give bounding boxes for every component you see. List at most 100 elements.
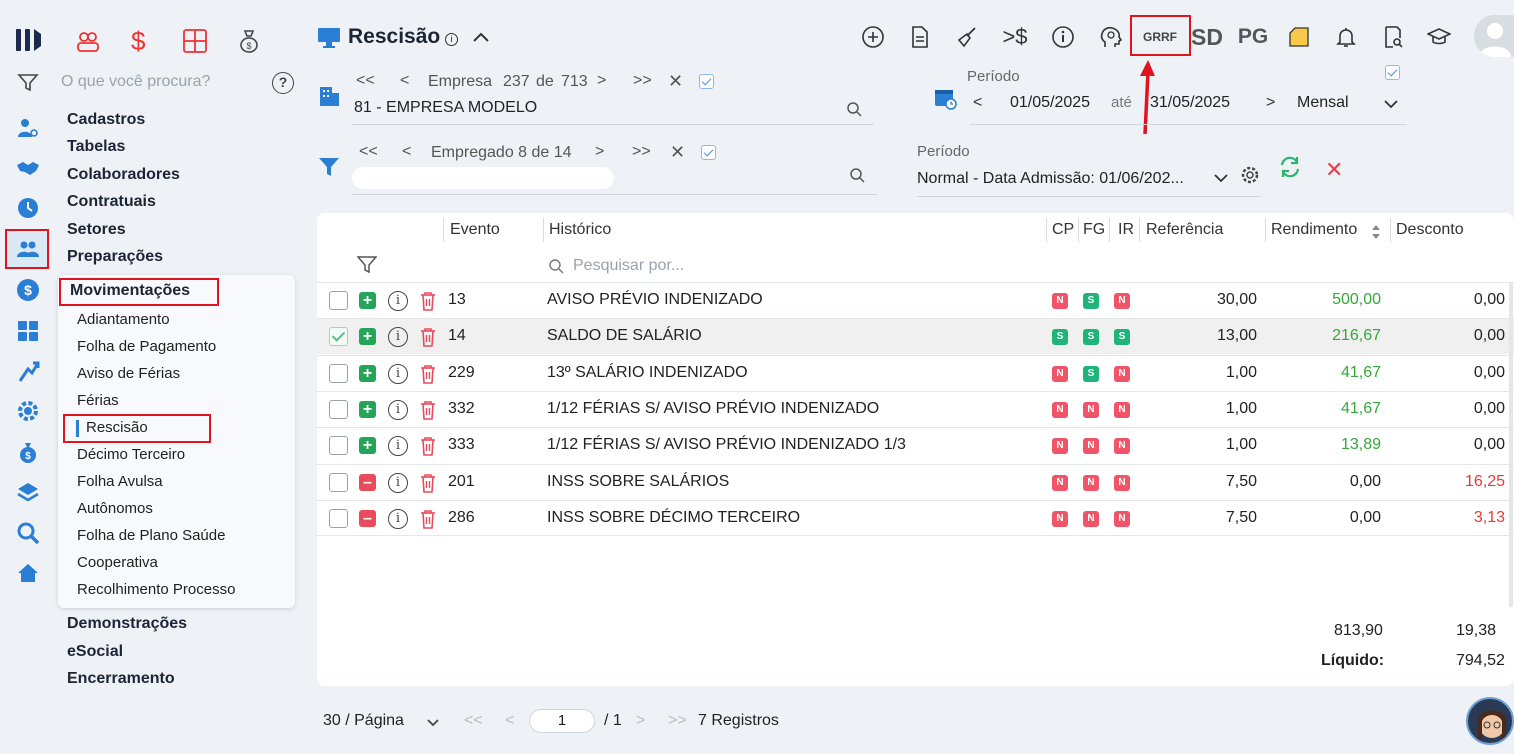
filter-icon[interactable] bbox=[17, 73, 39, 98]
trash-icon[interactable] bbox=[419, 364, 437, 384]
table-row[interactable]: – i 201 INSS SOBRE SALÁRIOS N N N 7,50 0,00 16,25 bbox=[317, 463, 1514, 500]
company-clear-button[interactable]: ✕ bbox=[668, 71, 684, 91]
home-icon[interactable] bbox=[14, 559, 42, 587]
rail-employees-active[interactable] bbox=[6, 230, 48, 268]
row-checkbox[interactable] bbox=[329, 508, 348, 528]
row-checkbox[interactable] bbox=[329, 327, 348, 347]
employee-filter-icon[interactable] bbox=[318, 157, 340, 182]
menu-movimentacoes[interactable]: Movimentações bbox=[70, 282, 191, 299]
menu-setores[interactable]: Setores bbox=[67, 221, 126, 238]
period-start[interactable]: 01/05/2025 bbox=[1010, 94, 1091, 111]
page-next-button[interactable]: > bbox=[636, 712, 646, 729]
company-first-button[interactable]: << bbox=[356, 72, 375, 89]
row-info-icon[interactable]: i bbox=[388, 291, 408, 311]
handshake-icon[interactable] bbox=[14, 154, 42, 182]
row-checkbox[interactable] bbox=[329, 472, 348, 492]
row-info-icon[interactable]: i bbox=[388, 327, 408, 348]
table-row[interactable]: + i 13 AVISO PRÉVIO INDENIZADO N S N 30,00 500,0… bbox=[317, 282, 1514, 318]
graduation-cap-icon[interactable] bbox=[1424, 22, 1454, 52]
menu-tabelas[interactable]: Tabelas bbox=[67, 138, 126, 155]
money-bag-outline-icon[interactable]: $ bbox=[237, 28, 261, 59]
submenu-cooperativa[interactable]: Cooperativa bbox=[77, 554, 158, 571]
document-icon[interactable] bbox=[905, 22, 935, 52]
menu-search-input[interactable]: O que você procura? bbox=[61, 73, 211, 90]
settings-gear-icon[interactable] bbox=[1240, 165, 1260, 190]
frequency-chevron-icon[interactable] bbox=[1383, 97, 1399, 115]
header-historico[interactable]: Histórico bbox=[549, 221, 612, 238]
page-size-chevron-icon[interactable] bbox=[426, 715, 440, 733]
help-icon[interactable]: ? bbox=[272, 72, 294, 94]
employee-clear-button[interactable]: ✕ bbox=[670, 142, 686, 162]
row-info-icon[interactable]: i bbox=[388, 363, 408, 384]
user-avatar[interactable] bbox=[1474, 15, 1514, 57]
trash-icon[interactable] bbox=[419, 473, 437, 493]
period-frequency[interactable]: Mensal bbox=[1297, 94, 1349, 111]
header-evento[interactable]: Evento bbox=[450, 221, 500, 238]
submenu-autonomos[interactable]: Autônomos bbox=[77, 500, 153, 517]
header-desconto[interactable]: Desconto bbox=[1396, 221, 1464, 238]
employee-prev-button[interactable]: < bbox=[402, 143, 412, 160]
employee-last-button[interactable]: >> bbox=[632, 143, 651, 160]
row-info-icon[interactable]: i bbox=[388, 399, 408, 420]
employee-checkbox[interactable] bbox=[701, 145, 716, 160]
period-checkbox[interactable] bbox=[1385, 65, 1400, 80]
table-row[interactable]: + i 333 1/12 FÉRIAS S/ AVISO PRÉVIO INDENIZ… bbox=[317, 427, 1514, 463]
title-info-icon[interactable]: i bbox=[445, 33, 458, 46]
row-checkbox[interactable] bbox=[329, 436, 348, 456]
assistant-avatar[interactable] bbox=[1466, 697, 1514, 745]
broom-icon[interactable] bbox=[952, 22, 982, 52]
layers-icon[interactable] bbox=[14, 478, 42, 506]
collapse-chevron-icon[interactable] bbox=[472, 30, 490, 49]
trash-icon[interactable] bbox=[419, 436, 437, 456]
row-checkbox[interactable] bbox=[329, 291, 348, 310]
menu-esocial[interactable]: eSocial bbox=[67, 643, 124, 660]
row-info-icon[interactable]: i bbox=[388, 436, 408, 457]
table-row[interactable]: + i 14 SALDO DE SALÁRIO S S S 13,00 216,67 0,00 bbox=[317, 318, 1514, 355]
employee-next-button[interactable]: > bbox=[595, 143, 605, 160]
period2-chevron-icon[interactable] bbox=[1213, 171, 1229, 189]
page-size-select[interactable]: 30 / Página bbox=[323, 712, 404, 729]
header-ir[interactable]: IR bbox=[1118, 221, 1134, 238]
company-prev-button[interactable]: < bbox=[400, 72, 410, 89]
submenu-adiantamento[interactable]: Adiantamento bbox=[77, 311, 170, 328]
period-prev-button[interactable]: < bbox=[973, 94, 983, 111]
app-logo[interactable] bbox=[14, 26, 44, 54]
cancel-icon[interactable]: ✕ bbox=[1325, 157, 1344, 182]
submenu-folha-pagamento[interactable]: Folha de Pagamento bbox=[77, 338, 217, 355]
header-rendimento[interactable]: Rendimento bbox=[1271, 221, 1358, 238]
page-first-button[interactable]: << bbox=[464, 712, 483, 729]
dollar-red-icon[interactable]: $ bbox=[131, 26, 146, 56]
submenu-recolhimento-processo[interactable]: Recolhimento Processo bbox=[77, 581, 236, 598]
company-last-button[interactable]: >> bbox=[633, 72, 652, 89]
grrf-button[interactable]: GRRF bbox=[1143, 30, 1177, 44]
menu-colaboradores[interactable]: Colaboradores bbox=[67, 166, 180, 183]
submenu-rescisao[interactable]: Rescisão bbox=[86, 419, 148, 436]
row-info-icon[interactable]: i bbox=[388, 472, 408, 493]
trash-icon[interactable] bbox=[419, 400, 437, 420]
submenu-aviso-ferias[interactable]: Aviso de Férias bbox=[77, 365, 181, 382]
head-brain-icon[interactable] bbox=[1096, 22, 1126, 52]
users-gear-icon[interactable] bbox=[14, 114, 42, 142]
trash-icon[interactable] bbox=[419, 291, 437, 311]
chart-up-icon[interactable] bbox=[14, 357, 42, 385]
clock-icon[interactable] bbox=[14, 194, 42, 222]
employee-first-button[interactable]: << bbox=[359, 143, 378, 160]
company-checkbox[interactable] bbox=[699, 74, 714, 89]
note-yellow-icon[interactable] bbox=[1284, 22, 1314, 52]
trash-icon[interactable] bbox=[419, 327, 437, 348]
info-circle-icon[interactable] bbox=[1048, 22, 1078, 52]
transfer-dollar-icon[interactable]: >$ bbox=[1002, 24, 1028, 49]
bell-icon[interactable] bbox=[1331, 22, 1361, 52]
money-bag-icon[interactable]: $ bbox=[14, 438, 42, 466]
table-search-input[interactable]: Pesquisar por... bbox=[573, 257, 685, 274]
company-search-icon[interactable] bbox=[846, 101, 862, 122]
page-prev-button[interactable]: < bbox=[505, 712, 515, 729]
row-checkbox[interactable] bbox=[329, 399, 348, 419]
sd-button[interactable]: SD bbox=[1191, 23, 1223, 50]
row-checkbox[interactable] bbox=[329, 363, 348, 383]
header-cp[interactable]: CP bbox=[1052, 221, 1075, 238]
magnifier-icon[interactable] bbox=[14, 519, 42, 547]
menu-cadastros[interactable]: Cadastros bbox=[67, 111, 146, 128]
employee-field[interactable] bbox=[352, 167, 614, 189]
cog-icon[interactable] bbox=[14, 397, 42, 425]
